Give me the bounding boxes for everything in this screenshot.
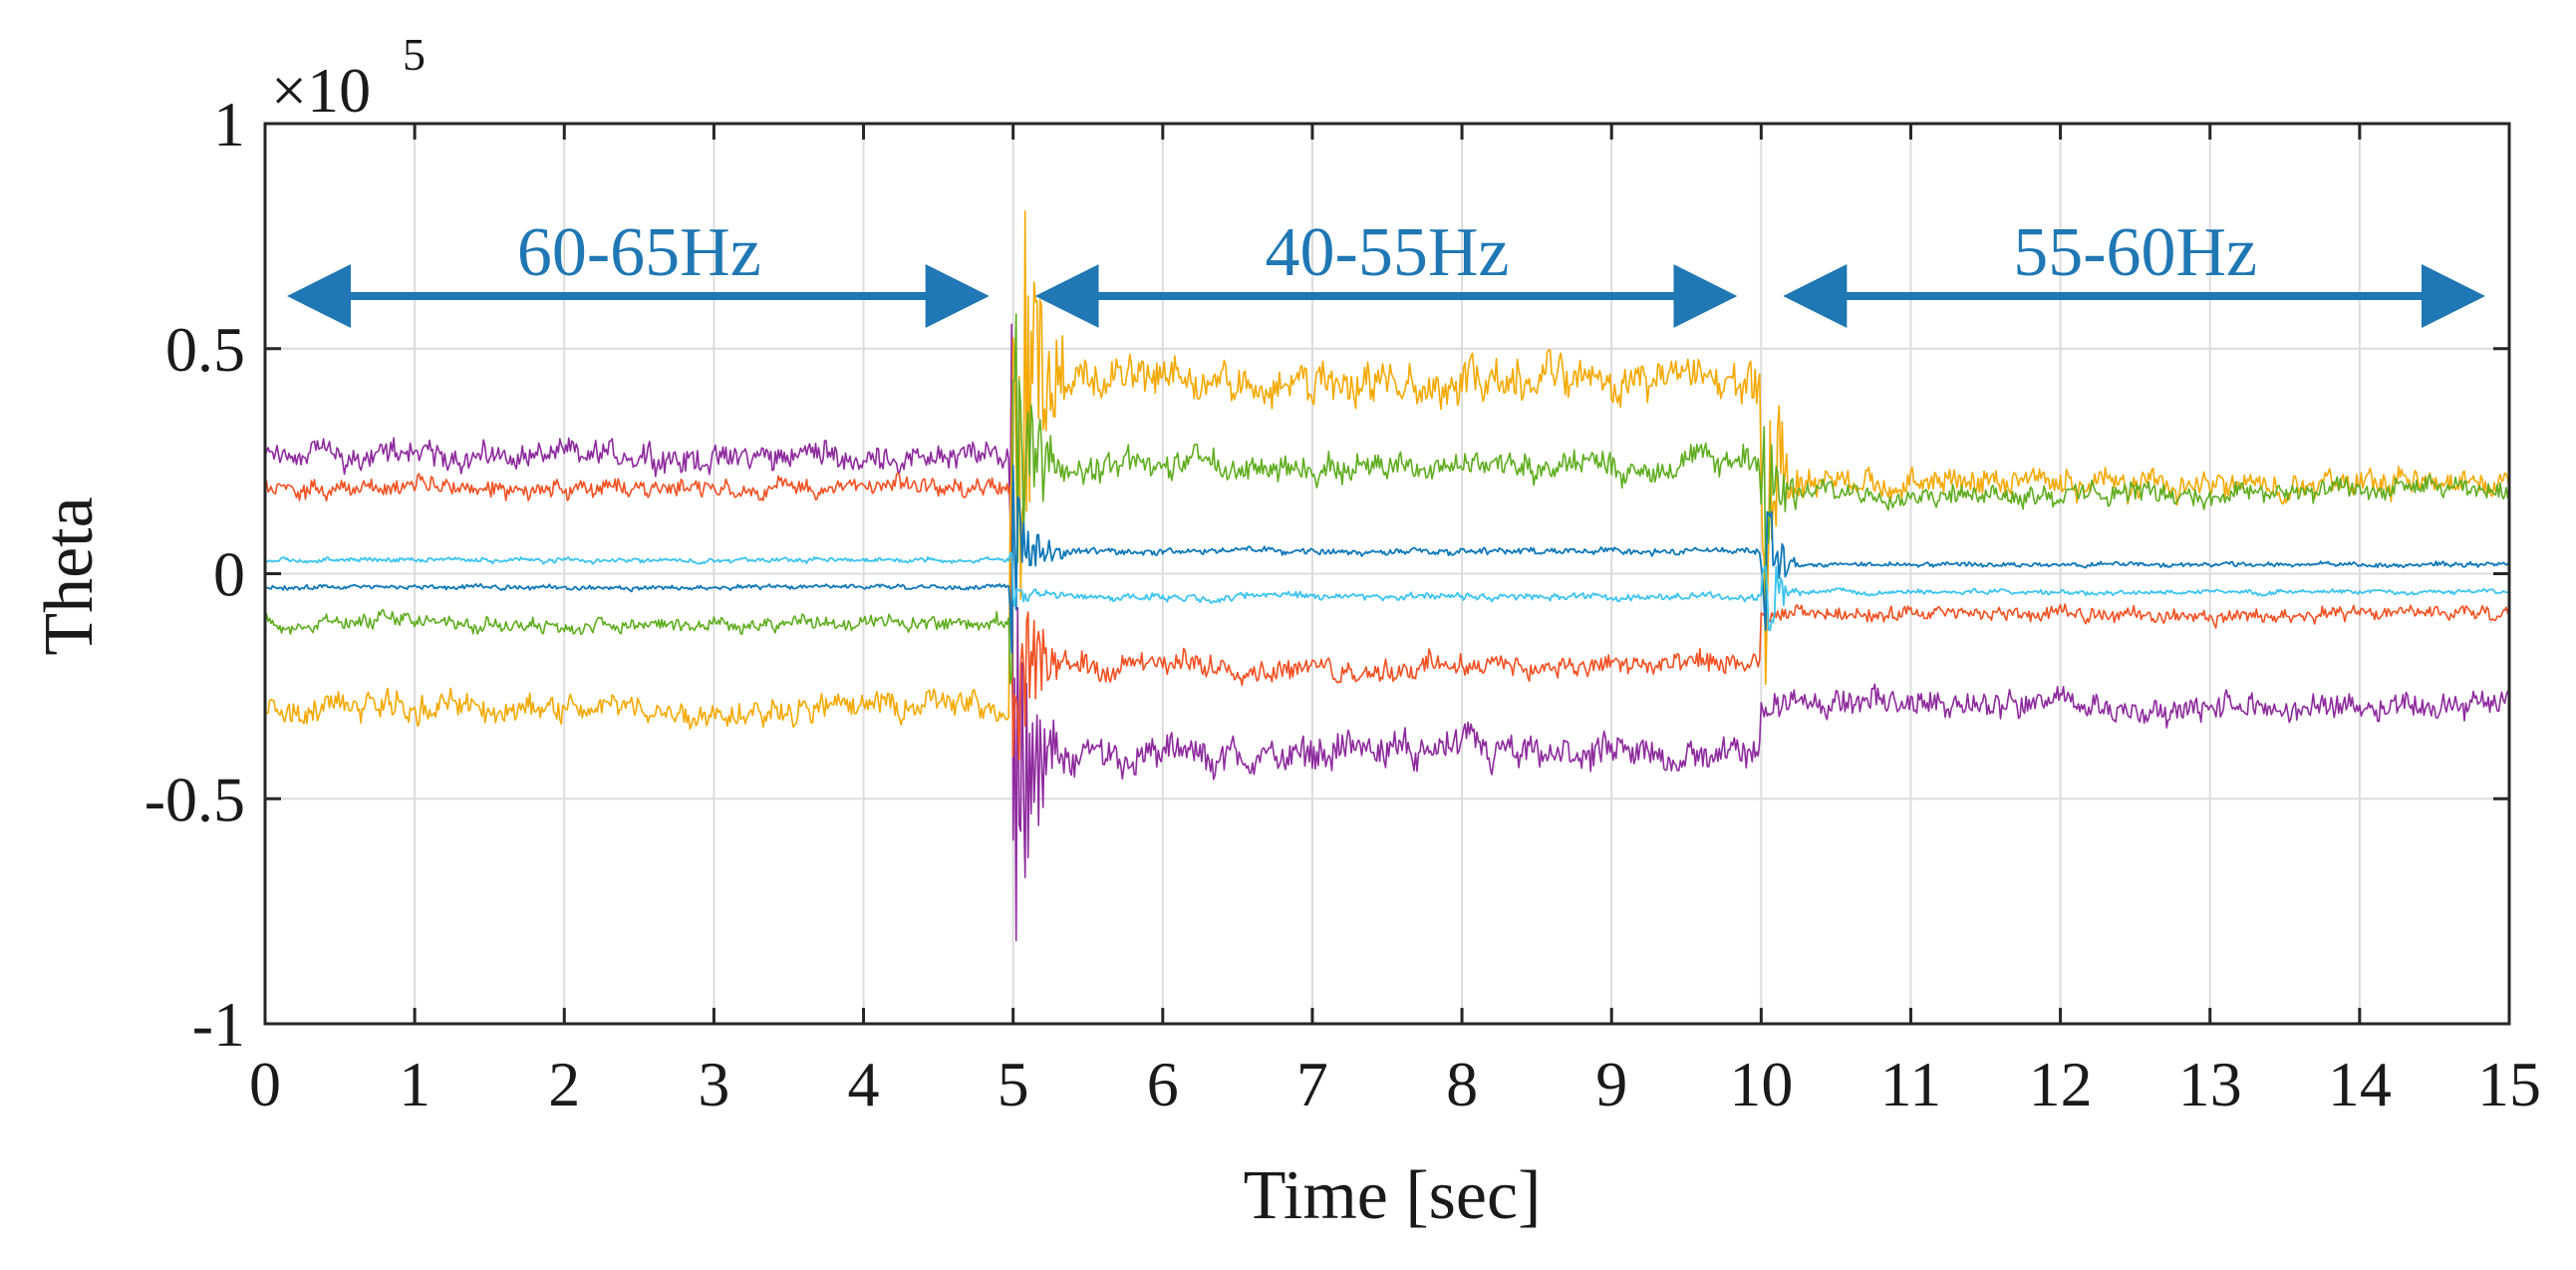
y-exponent-power: 5 [403, 29, 426, 80]
series-line-cyan [264, 552, 2510, 632]
x-tick-label: 0 [249, 1049, 281, 1119]
segment-label: 40-55Hz [1266, 214, 1510, 291]
y-axis-title: Theta [31, 496, 108, 655]
x-tick-label: 9 [1595, 1049, 1627, 1119]
x-tick-label: 8 [1446, 1049, 1478, 1119]
y-tick-label: -0.5 [144, 764, 245, 834]
x-tick-label: 4 [848, 1049, 880, 1119]
x-tick-label: 2 [548, 1049, 580, 1119]
y-tick-label: -1 [192, 989, 245, 1060]
segment-label: 55-60Hz [2013, 214, 2257, 291]
series-layer [264, 210, 2510, 942]
x-tick-label: 15 [2477, 1049, 2541, 1119]
series-line-red [264, 472, 2510, 762]
x-tick-label: 5 [998, 1049, 1029, 1119]
ticks [263, 122, 2511, 1026]
y-exponent-base: ×10 [271, 55, 371, 126]
x-tick-label: 7 [1296, 1049, 1328, 1119]
x-tick-label: 10 [1729, 1049, 1793, 1119]
y-tick-label: 0.5 [165, 314, 245, 385]
series-line-orange [264, 210, 2510, 731]
segment-label: 60-65Hz [517, 214, 761, 291]
x-axis-title: Time [sec] [1244, 1157, 1542, 1234]
y-tick-label: 0 [213, 539, 245, 610]
y-tick-label: 1 [213, 89, 245, 159]
x-tick-label: 3 [698, 1049, 729, 1119]
x-tick-label: 6 [1147, 1049, 1179, 1119]
x-tick-label: 11 [1880, 1049, 1942, 1119]
x-tick-label: 1 [399, 1049, 430, 1119]
annotations: 60-65Hz 40-55Hz 55-60Hz [287, 214, 2485, 328]
x-tick-label: 13 [2178, 1049, 2242, 1119]
series-line-blue [264, 465, 2510, 654]
series-line-green [264, 313, 2510, 685]
series-line-purple [264, 323, 2510, 942]
x-tick-label: 12 [2029, 1049, 2093, 1119]
x-tick-label: 14 [2328, 1049, 2392, 1119]
